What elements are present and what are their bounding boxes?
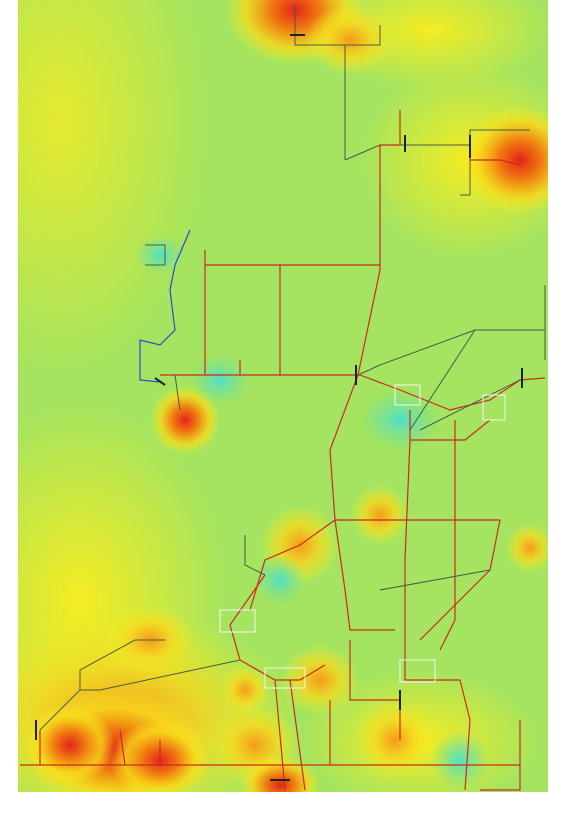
contour-field <box>0 0 565 816</box>
grid-contour-map <box>0 0 565 816</box>
